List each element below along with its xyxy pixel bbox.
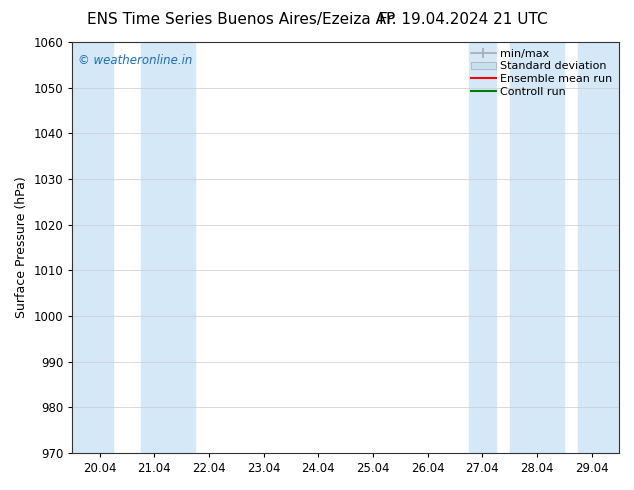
Y-axis label: Surface Pressure (hPa): Surface Pressure (hPa) bbox=[15, 176, 28, 318]
Text: Fr. 19.04.2024 21 UTC: Fr. 19.04.2024 21 UTC bbox=[378, 12, 547, 27]
Bar bbox=[510, 42, 564, 453]
Bar bbox=[141, 42, 195, 453]
Legend: min/max, Standard deviation, Ensemble mean run, Controll run: min/max, Standard deviation, Ensemble me… bbox=[467, 44, 617, 101]
Text: © weatheronline.in: © weatheronline.in bbox=[78, 54, 192, 68]
Bar bbox=[469, 42, 496, 453]
Bar bbox=[72, 42, 113, 453]
Bar bbox=[578, 42, 619, 453]
Text: ENS Time Series Buenos Aires/Ezeiza AP: ENS Time Series Buenos Aires/Ezeiza AP bbox=[87, 12, 395, 27]
